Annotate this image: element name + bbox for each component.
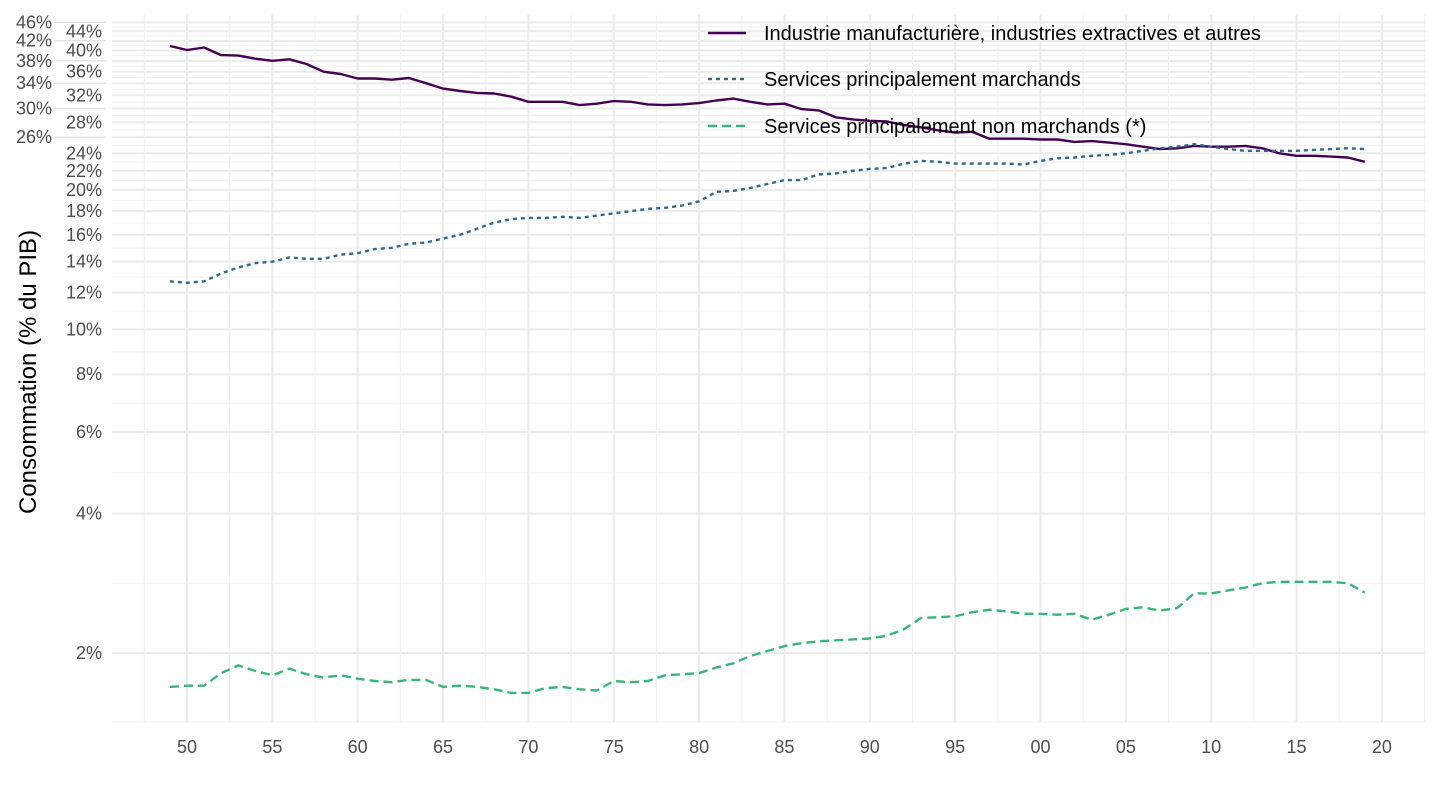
y-tick-label: 44% [66, 21, 102, 41]
y-tick-label: 26% [16, 127, 52, 147]
y-tick-label: 12% [66, 283, 102, 303]
y-tick-label: 18% [66, 201, 102, 221]
y-axis-label: Consommation (% du PIB) [15, 230, 42, 514]
series-line-1 [169, 44, 1366, 163]
y-tick-label: 32% [66, 85, 102, 105]
x-tick-label: 65 [433, 737, 453, 757]
y-tick-label: 38% [16, 51, 52, 71]
x-tick-label: 75 [604, 737, 624, 757]
legend: Industrie manufacturière, industries ext… [708, 23, 1261, 138]
x-tick-label: 15 [1287, 737, 1307, 757]
y-tick-label: 16% [66, 225, 102, 245]
y-tick-label: 40% [66, 41, 102, 61]
x-tick-label: 55 [262, 737, 282, 757]
y-tick-label: 8% [76, 364, 102, 384]
x-tick-label: 70 [518, 737, 538, 757]
x-axis-ticks: 50 55 60 65 70 75 80 85 90 95 00 05 10 15 20 [177, 737, 1392, 757]
x-tick-label: 00 [1030, 737, 1050, 757]
x-tick-label: 90 [860, 737, 880, 757]
legend-label-2: Services principalement marchands [764, 69, 1081, 91]
y-tick-label: 2% [76, 643, 102, 663]
x-tick-label: 20 [1372, 737, 1392, 757]
y-tick-label: 14% [66, 252, 102, 272]
x-tick-label: 95 [945, 737, 965, 757]
grid [112, 15, 1426, 723]
y-tick-label: 28% [66, 112, 102, 132]
y-tick-label: 10% [66, 319, 102, 339]
y-tick-label: 6% [76, 422, 102, 442]
x-tick-label: 80 [689, 737, 709, 757]
x-tick-label: 85 [774, 737, 794, 757]
x-tick-label: 60 [348, 737, 368, 757]
y-tick-label: 30% [16, 98, 52, 118]
series-lines [169, 44, 1366, 695]
y-tick-label: 42% [16, 31, 52, 51]
y-axis-ticks: 2% 4% 6% 8% 10% 12% 14% 16% 18%20%22%24% 26% 28% 30… [16, 12, 106, 663]
legend-label-1: Industrie manufacturière, industries ext… [764, 23, 1261, 45]
legend-label-3: Services principalement non marchands (*… [764, 116, 1146, 138]
y-tick-label: 20% [66, 180, 102, 200]
y-tick-label: 22% [66, 161, 102, 181]
y-tick-label: 36% [66, 62, 102, 82]
y-tick-label: 34% [16, 73, 52, 93]
y-tick-label: 4% [76, 504, 102, 524]
series-line-2 [169, 143, 1365, 284]
x-tick-label: 05 [1116, 737, 1136, 757]
x-tick-label: 50 [177, 737, 197, 757]
y-tick-label: 24% [66, 143, 102, 163]
y-tick-label: 46% [16, 12, 52, 32]
series-line-3 [169, 580, 1366, 695]
x-tick-label: 10 [1201, 737, 1221, 757]
